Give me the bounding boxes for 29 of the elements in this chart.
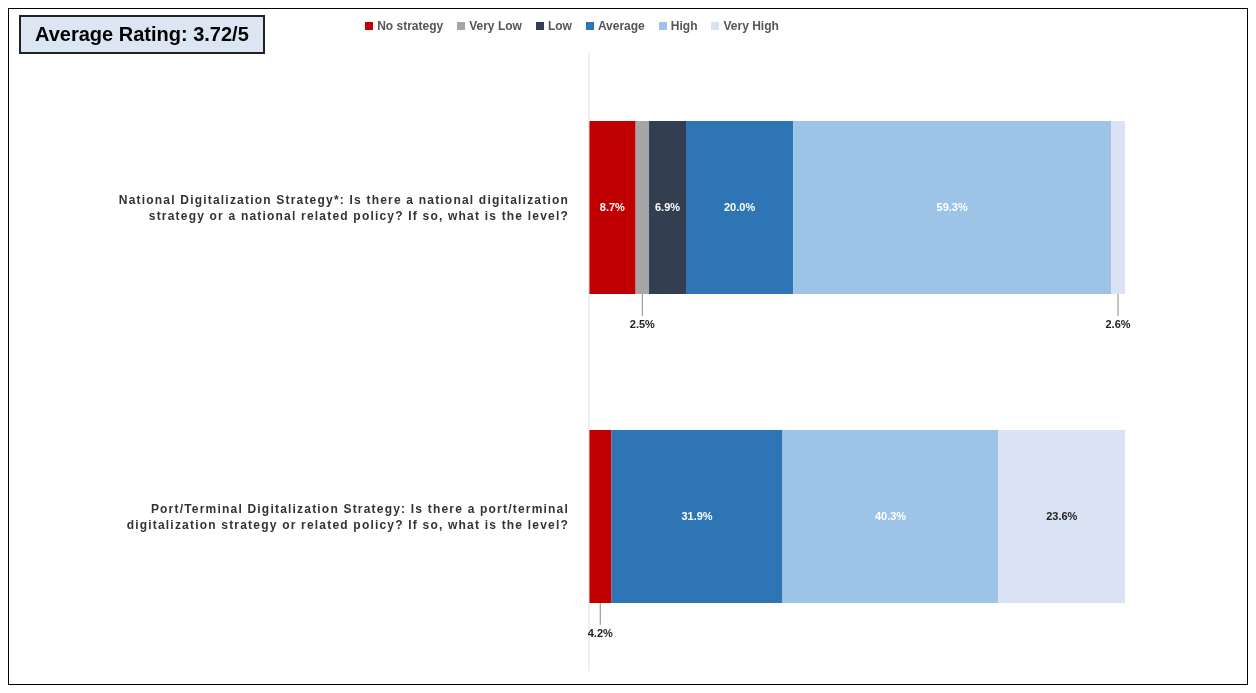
data-label: 4.2% <box>587 626 614 639</box>
bar <box>1111 120 1125 294</box>
data-label: 40.3% <box>874 510 907 523</box>
bar <box>611 429 783 603</box>
legend-label: High <box>669 19 698 33</box>
legend-label: Average <box>596 19 645 33</box>
text: Average Rating: 3.72/5 <box>19 15 265 54</box>
bar <box>635 120 650 294</box>
legend-label: Very High <box>722 19 779 33</box>
data-label: 23.6% <box>1046 510 1078 523</box>
data-label: 31.9% <box>681 510 713 523</box>
bar <box>782 429 999 603</box>
bar <box>686 120 794 294</box>
legend-label: Low <box>546 19 572 33</box>
bar <box>793 120 1112 294</box>
bar <box>589 429 612 603</box>
y-tick-label: National Digitalization Strategy*: Is there a national digitalization strategy or a national related policy? If so, what is the level? <box>118 192 569 223</box>
data-label: 8.7% <box>599 201 626 214</box>
data-label: 59.3% <box>936 201 968 214</box>
bar <box>998 429 1125 603</box>
data-label: 6.9% <box>654 201 681 214</box>
bar <box>649 120 687 294</box>
legend-label: Very Low <box>468 19 522 33</box>
data-label: 20.0% <box>724 201 756 214</box>
data-label: 2.6% <box>1105 317 1131 330</box>
data-label: 2.5% <box>629 317 656 330</box>
bar <box>589 120 636 294</box>
y-tick-label: Port/Terminal Digitalization Strategy: Is there a port/terminal digitalization strategy or related policy? If so, what is the level? <box>126 501 569 532</box>
legend-label: No strategy <box>376 19 444 33</box>
